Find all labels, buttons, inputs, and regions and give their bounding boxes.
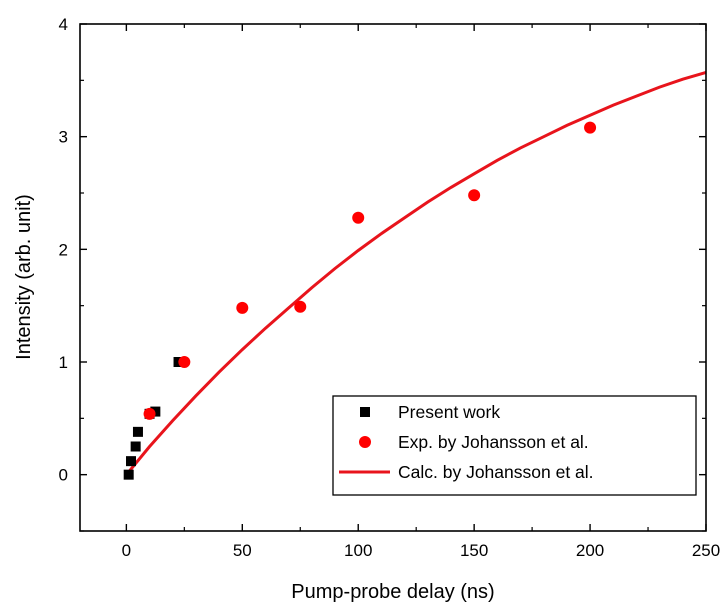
series-layer [123, 70, 707, 480]
legend-marker-exp-johansson [359, 436, 371, 448]
calc-johansson-curve [125, 70, 707, 476]
y-tick-label: 4 [59, 15, 68, 34]
exp-johansson-point [352, 211, 365, 224]
x-tick-label: 100 [344, 541, 372, 560]
present-work-point [126, 456, 137, 467]
x-axis-title: Pump-probe delay (ns) [291, 581, 494, 603]
exp-johansson-point [294, 300, 307, 313]
x-tick-label: 150 [460, 541, 488, 560]
exp-johansson-point [178, 356, 191, 368]
legend: Present work Exp. by Johansson et al. Ca… [332, 395, 697, 496]
axis-layer: 0 50 100 150 200 250 0 1 2 3 4 [59, 15, 721, 560]
exp-johansson-point [468, 189, 481, 202]
legend-box [332, 395, 697, 496]
present-work-point [123, 469, 134, 480]
x-tick-label: 200 [576, 541, 604, 560]
x-tick-label: 250 [692, 541, 720, 560]
y-axis-title: Intensity (arb. unit) [13, 194, 35, 360]
exp-johansson-point [236, 301, 249, 314]
plot-frame [79, 23, 707, 532]
y-tick-label: 0 [59, 466, 68, 485]
present-work-point [130, 441, 141, 452]
present-work-point [132, 426, 143, 437]
y-tick-label: 1 [59, 353, 68, 372]
x-tick-label: 0 [122, 541, 131, 560]
exp-johansson-point [143, 407, 156, 420]
exp-johansson-point [584, 121, 597, 134]
y-tick-label: 3 [59, 128, 68, 147]
present-work-point [150, 406, 161, 417]
legend-marker-present-work [360, 407, 370, 417]
legend-label-calc-johansson: Calc. by Johansson et al. [398, 462, 594, 482]
legend-label-present-work: Present work [398, 402, 500, 422]
x-tick-label: 50 [233, 541, 252, 560]
legend-label-exp-johansson: Exp. by Johansson et al. [398, 432, 589, 452]
y-tick-label: 2 [59, 240, 68, 259]
